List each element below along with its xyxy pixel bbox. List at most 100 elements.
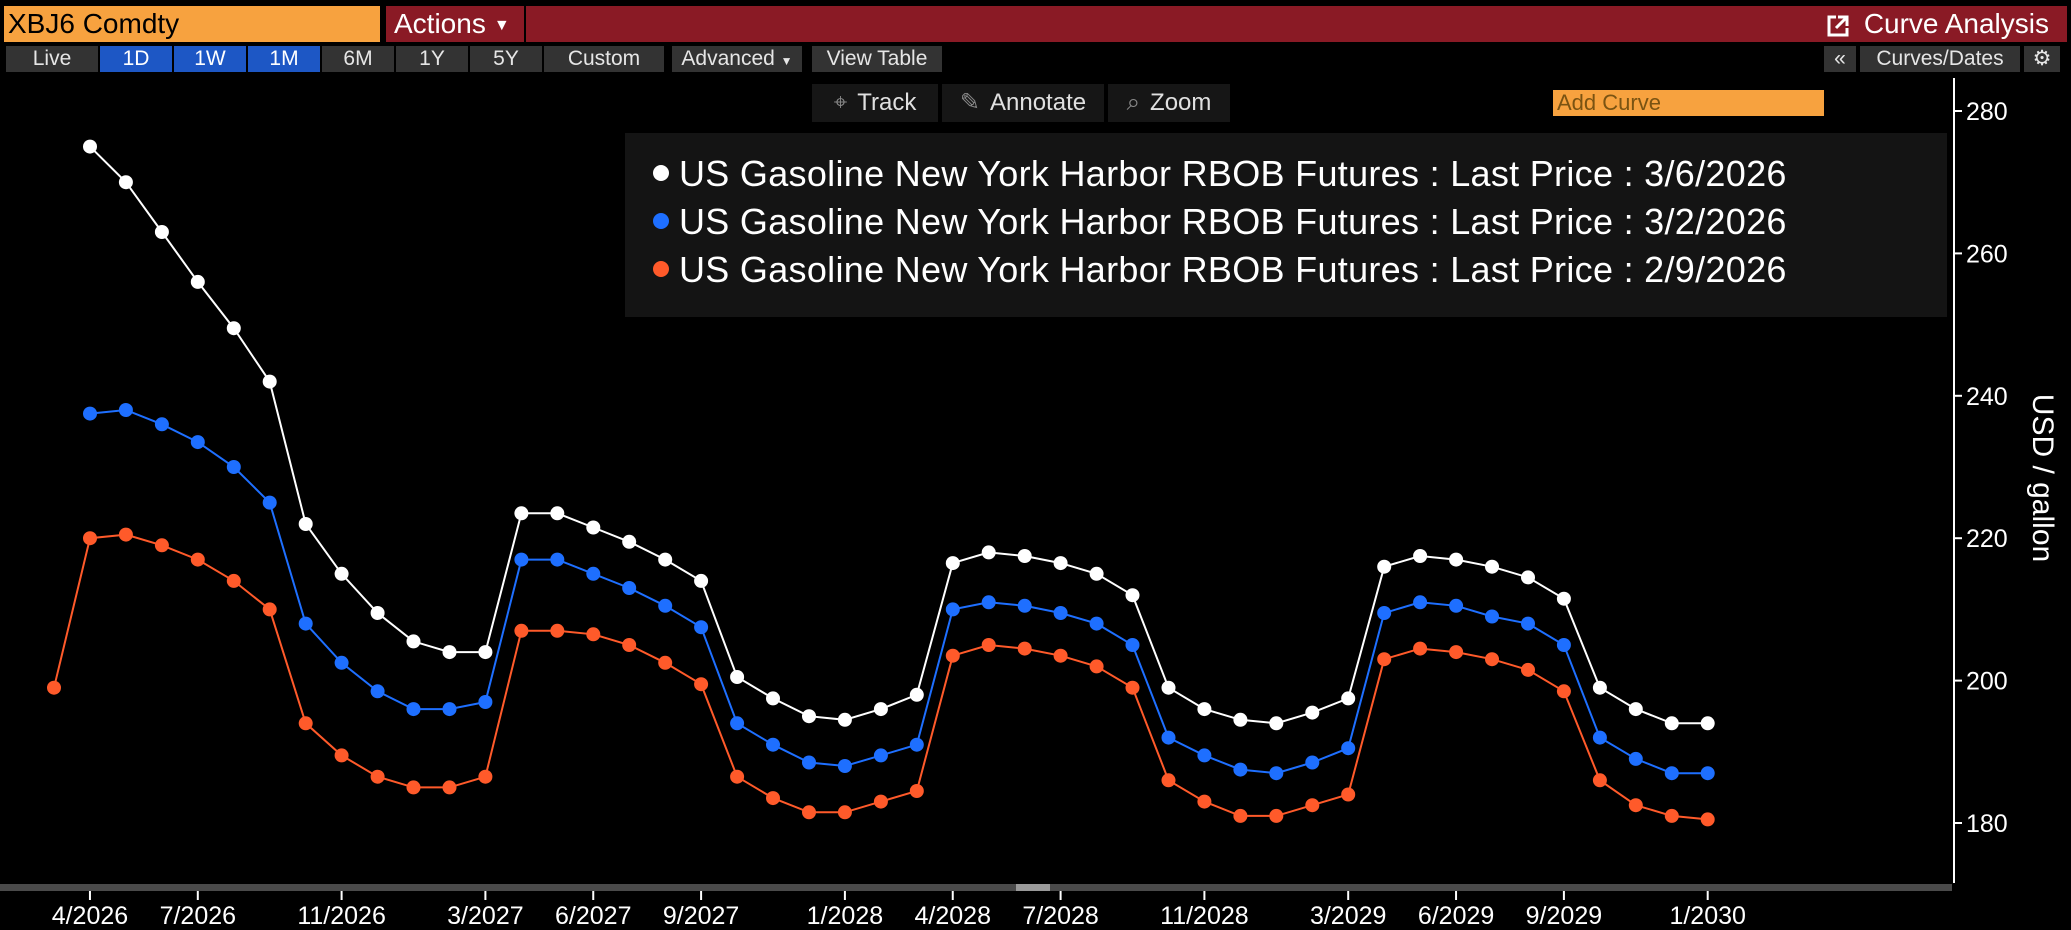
range-button-1d[interactable]: 1D <box>100 46 172 72</box>
curve-chart[interactable]: 180 200 220 240 260 280 USD / gallon 4/2026 7/20… <box>0 78 2071 930</box>
data-point[interactable] <box>83 406 97 421</box>
data-point[interactable] <box>1592 680 1607 695</box>
annotate-button[interactable]: ✎ Annotate <box>942 84 1104 122</box>
data-point[interactable] <box>1305 798 1320 813</box>
data-point[interactable] <box>1341 787 1356 802</box>
data-point[interactable] <box>1664 716 1679 731</box>
data-point[interactable] <box>981 638 996 652</box>
advanced-dropdown[interactable]: Advanced ▼ <box>672 46 802 72</box>
data-point[interactable] <box>1089 659 1104 674</box>
data-point[interactable] <box>370 606 385 620</box>
range-button-1w[interactable]: 1W <box>174 46 246 72</box>
data-point[interactable] <box>586 566 601 581</box>
data-point[interactable] <box>262 602 277 617</box>
data-point[interactable] <box>550 506 565 521</box>
data-point[interactable] <box>586 520 601 535</box>
ticker-field[interactable]: XBJ6 Comdty <box>4 6 380 42</box>
data-point[interactable] <box>83 531 97 546</box>
data-point[interactable] <box>1700 766 1715 781</box>
data-point[interactable] <box>1233 712 1248 727</box>
data-point[interactable] <box>1161 680 1176 695</box>
data-point[interactable] <box>47 680 61 695</box>
data-point[interactable] <box>1305 705 1320 720</box>
data-point[interactable] <box>118 403 133 417</box>
data-point[interactable] <box>694 677 709 692</box>
data-point[interactable] <box>442 702 457 717</box>
data-point[interactable] <box>1700 716 1715 731</box>
data-point[interactable] <box>1449 645 1464 660</box>
data-point[interactable] <box>1556 591 1571 606</box>
actions-menu[interactable]: Actions ▼ <box>386 6 526 42</box>
data-point[interactable] <box>1053 606 1068 620</box>
data-point[interactable] <box>1377 652 1392 667</box>
data-point[interactable] <box>370 684 385 699</box>
range-button-live[interactable]: Live <box>6 46 98 72</box>
data-point[interactable] <box>1664 808 1679 823</box>
data-point[interactable] <box>802 755 816 770</box>
data-point[interactable] <box>1305 755 1320 770</box>
data-point[interactable] <box>226 321 241 336</box>
data-point[interactable] <box>1053 556 1068 571</box>
data-point[interactable] <box>766 691 780 706</box>
data-point[interactable] <box>1449 552 1464 567</box>
data-point[interactable] <box>1125 638 1140 652</box>
add-curve-input[interactable] <box>1553 90 1824 116</box>
data-point[interactable] <box>298 616 313 631</box>
data-point[interactable] <box>442 645 457 660</box>
data-point[interactable] <box>1017 598 1032 613</box>
data-point[interactable] <box>873 748 888 763</box>
data-point[interactable] <box>622 638 637 652</box>
data-point[interactable] <box>1197 702 1212 717</box>
scroll-handle[interactable] <box>1016 884 1050 891</box>
data-point[interactable] <box>406 634 421 649</box>
data-point[interactable] <box>514 623 529 638</box>
data-point[interactable] <box>154 417 169 432</box>
data-point[interactable] <box>802 805 816 820</box>
data-point[interactable] <box>1556 684 1571 699</box>
data-point[interactable] <box>190 552 205 567</box>
data-point[interactable] <box>1700 812 1715 827</box>
data-point[interactable] <box>694 573 709 588</box>
data-point[interactable] <box>154 538 169 553</box>
data-point[interactable] <box>1269 716 1284 731</box>
data-point[interactable] <box>478 769 493 784</box>
data-point[interactable] <box>226 573 241 588</box>
data-point[interactable] <box>1017 549 1032 563</box>
range-button-5y[interactable]: 5Y <box>470 46 542 72</box>
data-point[interactable] <box>1125 680 1140 695</box>
data-point[interactable] <box>190 274 205 289</box>
gear-icon[interactable]: ⚙ <box>2024 46 2060 72</box>
data-point[interactable] <box>1233 808 1248 823</box>
data-point[interactable] <box>190 435 205 450</box>
data-point[interactable] <box>1197 748 1212 763</box>
data-point[interactable] <box>766 791 780 806</box>
data-point[interactable] <box>1341 691 1356 706</box>
external-link-icon[interactable] <box>1826 14 1850 38</box>
data-point[interactable] <box>873 702 888 717</box>
legend-item-2[interactable]: US Gasoline New York Harbor RBOB Futures… <box>653 201 1787 243</box>
data-point[interactable] <box>766 737 780 752</box>
data-point[interactable] <box>730 670 745 684</box>
data-point[interactable] <box>837 759 852 773</box>
data-point[interactable] <box>837 805 852 820</box>
data-point[interactable] <box>945 556 960 571</box>
curves-dates-button[interactable]: Curves/Dates <box>1860 46 2020 72</box>
data-point[interactable] <box>1485 609 1499 624</box>
zoom-button[interactable]: ⌕ Zoom <box>1108 84 1230 122</box>
data-point[interactable] <box>406 702 421 717</box>
data-point[interactable] <box>694 620 709 635</box>
data-point[interactable] <box>1413 549 1428 563</box>
data-point[interactable] <box>118 175 133 190</box>
view-table-button[interactable]: View Table <box>812 46 942 72</box>
range-button-6m[interactable]: 6M <box>322 46 394 72</box>
data-point[interactable] <box>1233 762 1248 777</box>
data-point[interactable] <box>658 655 673 670</box>
range-button-1y[interactable]: 1Y <box>396 46 468 72</box>
data-point[interactable] <box>262 374 277 389</box>
data-point[interactable] <box>406 780 421 795</box>
data-point[interactable] <box>334 655 349 670</box>
data-point[interactable] <box>586 627 601 642</box>
data-point[interactable] <box>514 506 529 521</box>
data-point[interactable] <box>730 716 745 731</box>
data-point[interactable] <box>1592 773 1607 788</box>
